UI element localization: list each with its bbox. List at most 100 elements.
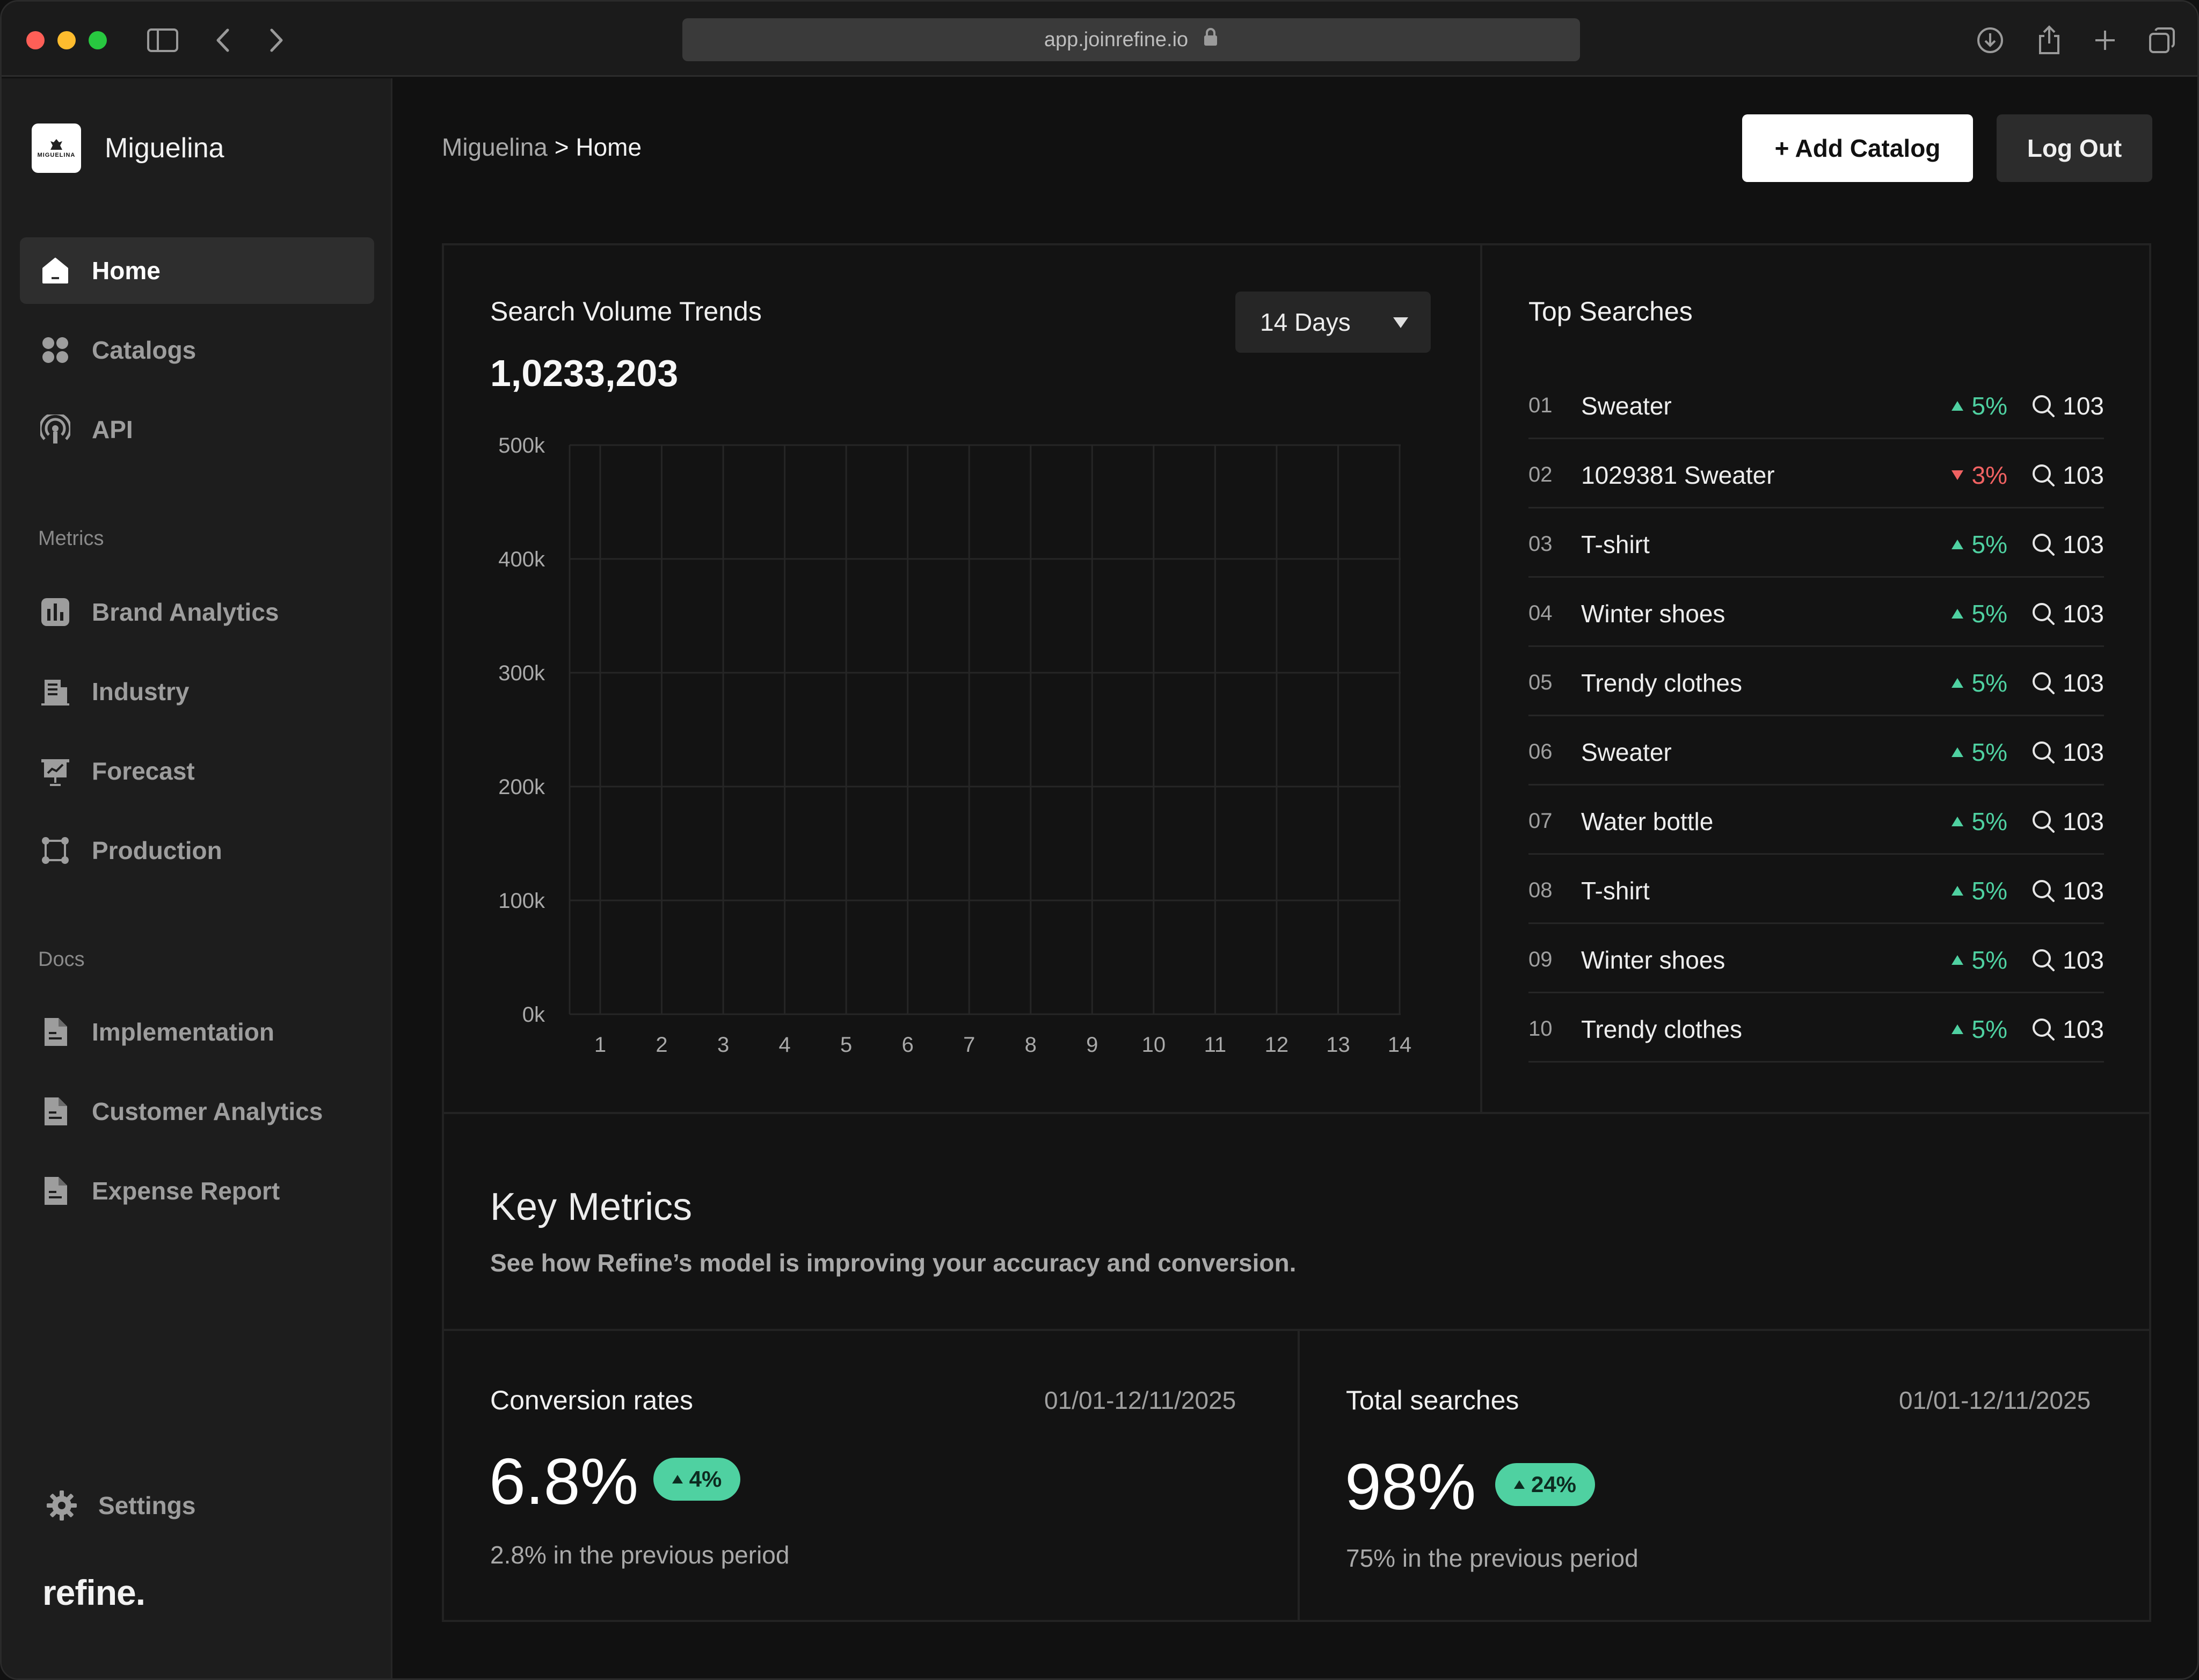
- card-date: 01/01-12/11/2025: [1044, 1386, 1236, 1414]
- y-tick-label: 200k: [498, 775, 545, 799]
- new-tab-icon[interactable]: [2088, 23, 2122, 57]
- top-searches-title: Top Searches: [1528, 296, 1693, 326]
- trend-up-icon: [1951, 886, 1963, 896]
- search-icon: [2033, 395, 2055, 417]
- home-icon: [39, 254, 71, 287]
- back-icon[interactable]: [206, 23, 240, 57]
- sidebar: MIGUELINA Miguelina Home Catalogs API Me…: [2, 78, 392, 1678]
- conversion-rates-card: [442, 1329, 1300, 1622]
- tab-overview-icon[interactable]: [2145, 23, 2179, 57]
- top-search-row[interactable]: 07 Water bottle 5% 103: [1528, 786, 2104, 855]
- share-icon[interactable]: [2032, 23, 2066, 57]
- add-catalog-button[interactable]: + Add Catalog: [1742, 114, 1973, 182]
- search-delta-value: 5%: [1971, 808, 2007, 835]
- section-label-metrics: Metrics: [38, 527, 104, 550]
- x-tick-label: 9: [1086, 1033, 1098, 1057]
- search-term: Winter shoes: [1581, 946, 1725, 974]
- nav-item-forecast[interactable]: Forecast: [20, 738, 374, 804]
- x-tick-label: 13: [1326, 1033, 1350, 1057]
- search-count: 103: [2031, 461, 2104, 490]
- search-icon: [2033, 1019, 2055, 1041]
- search-term: T-shirt: [1581, 530, 1650, 558]
- nav-item-brand-analytics[interactable]: Brand Analytics: [20, 579, 374, 645]
- search-delta-value: 5%: [1971, 600, 2007, 628]
- trend-down-icon: [1951, 470, 1963, 480]
- nav-item-label: Industry: [92, 678, 190, 706]
- nav-item-api[interactable]: API: [20, 396, 374, 463]
- grid-icon: [39, 334, 71, 366]
- refine-logo: refine.: [42, 1573, 145, 1612]
- nav-item-label: Expense Report: [92, 1177, 280, 1205]
- section-label-docs: Docs: [38, 948, 85, 971]
- caret-down-icon: [1393, 317, 1408, 328]
- top-search-row[interactable]: 02 1029381 Sweater 3% 103: [1528, 439, 2104, 508]
- nav-item-industry[interactable]: Industry: [20, 658, 374, 725]
- bar-chart-icon: [39, 596, 71, 628]
- top-search-row[interactable]: 06 Sweater 5% 103: [1528, 716, 2104, 786]
- trend-up-icon: [1951, 747, 1963, 757]
- search-term: Winter shoes: [1581, 600, 1725, 628]
- address-bar[interactable]: app.joinrefine.io: [682, 18, 1580, 61]
- y-tick-label: 500k: [498, 434, 545, 457]
- search-count: 103: [2031, 946, 2104, 974]
- search-rank: 05: [1528, 671, 1553, 694]
- search-count: 103: [2031, 738, 2104, 767]
- search-count: 103: [2031, 807, 2104, 836]
- nav-item-home[interactable]: Home: [20, 237, 374, 304]
- top-search-row[interactable]: 10 Trendy clothes 5% 103: [1528, 993, 2104, 1063]
- forward-icon[interactable]: [259, 23, 294, 57]
- top-search-row[interactable]: 03 T-shirt 5% 103: [1528, 508, 2104, 578]
- search-rank: 01: [1528, 394, 1553, 417]
- crop-icon: [39, 834, 71, 867]
- card-label: Conversion rates: [490, 1385, 693, 1415]
- document-icon: [39, 1016, 71, 1048]
- search-delta: 3%: [1951, 461, 2007, 490]
- top-search-row[interactable]: 04 Winter shoes 5% 103: [1528, 578, 2104, 647]
- nav-item-expense-report[interactable]: Expense Report: [20, 1158, 374, 1224]
- brand[interactable]: MIGUELINA Miguelina: [32, 123, 224, 173]
- search-delta: 5%: [1951, 1015, 2007, 1044]
- y-tick-label: 300k: [498, 661, 545, 685]
- close-window-button[interactable]: [26, 31, 45, 49]
- search-delta: 5%: [1951, 876, 2007, 905]
- nav-item-label: Home: [92, 257, 161, 285]
- settings-label: Settings: [98, 1492, 196, 1519]
- search-rank: 08: [1528, 878, 1553, 902]
- nav-item-implementation[interactable]: Implementation: [20, 999, 374, 1065]
- minimize-window-button[interactable]: [57, 31, 76, 49]
- top-search-row[interactable]: 09 Winter shoes 5% 103: [1528, 924, 2104, 993]
- breadcrumb-root[interactable]: Miguelina: [442, 133, 548, 161]
- nav-item-customer-analytics[interactable]: Customer Analytics: [20, 1078, 374, 1145]
- trend-up-icon: [1951, 817, 1963, 826]
- download-icon[interactable]: [1973, 23, 2007, 57]
- nav-item-catalogs[interactable]: Catalogs: [20, 317, 374, 383]
- y-tick-label: 0k: [522, 1003, 545, 1027]
- search-volume-panel: [442, 243, 1482, 1114]
- key-metrics-panel: [442, 1112, 2151, 1331]
- top-search-row[interactable]: 08 T-shirt 5% 103: [1528, 855, 2104, 924]
- zoom-window-button[interactable]: [89, 31, 107, 49]
- range-dropdown[interactable]: 14 Days: [1235, 292, 1431, 353]
- log-out-button[interactable]: Log Out: [1997, 114, 2152, 182]
- sidebar-toggle-icon[interactable]: [145, 23, 180, 57]
- search-count: 103: [2031, 668, 2104, 697]
- x-tick-label: 5: [840, 1033, 852, 1057]
- top-search-row[interactable]: 01 Sweater 5% 103: [1528, 370, 2104, 439]
- x-tick-label: 2: [656, 1033, 667, 1057]
- top-search-row[interactable]: 05 Trendy clothes 5% 103: [1528, 647, 2104, 716]
- change-badge-value: 4%: [689, 1466, 722, 1492]
- card-value: 6.8%: [489, 1445, 639, 1518]
- search-term: Trendy clothes: [1581, 1015, 1742, 1043]
- search-count-value: 103: [2063, 461, 2104, 489]
- search-delta: 5%: [1951, 391, 2007, 420]
- search-delta-value: 5%: [1971, 946, 2007, 974]
- search-delta-value: 5%: [1971, 738, 2007, 766]
- search-count-value: 103: [2063, 1015, 2104, 1043]
- search-delta: 5%: [1951, 668, 2007, 697]
- settings-button[interactable]: Settings: [26, 1472, 381, 1539]
- search-count-value: 103: [2063, 808, 2104, 835]
- key-metrics-title: Key Metrics: [490, 1186, 693, 1228]
- nav-item-production[interactable]: Production: [20, 817, 374, 884]
- search-count-value: 103: [2063, 877, 2104, 905]
